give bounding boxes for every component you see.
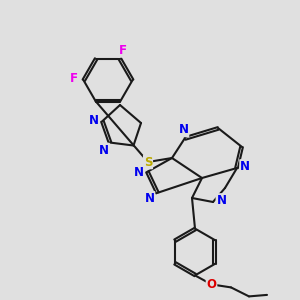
Text: N: N <box>88 113 99 127</box>
Text: F: F <box>70 72 78 85</box>
Text: N: N <box>178 123 188 136</box>
Text: N: N <box>99 143 109 157</box>
Text: N: N <box>240 160 250 173</box>
Text: F: F <box>118 44 126 57</box>
Text: O: O <box>206 278 217 291</box>
Text: S: S <box>144 155 152 169</box>
Text: N: N <box>216 194 226 207</box>
Text: N: N <box>134 166 144 179</box>
Text: N: N <box>145 192 154 205</box>
